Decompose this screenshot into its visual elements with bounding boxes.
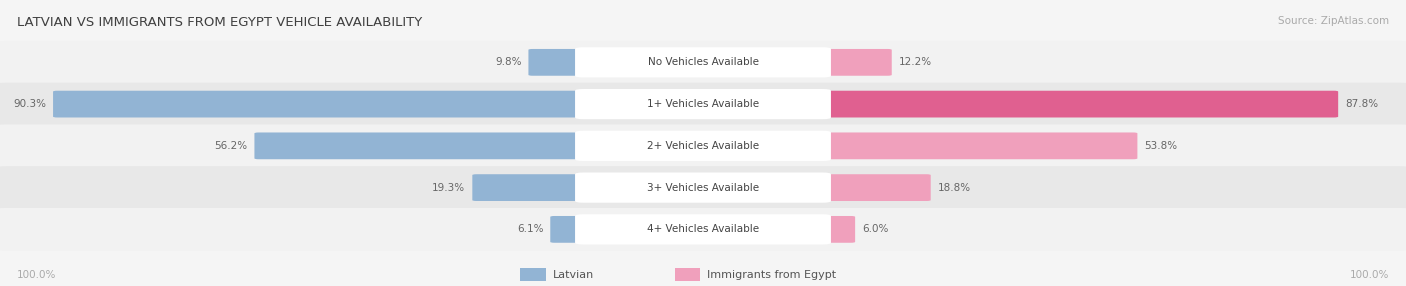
FancyBboxPatch shape xyxy=(0,124,1406,167)
FancyBboxPatch shape xyxy=(254,132,595,159)
FancyBboxPatch shape xyxy=(575,89,831,119)
FancyBboxPatch shape xyxy=(811,132,1137,159)
FancyBboxPatch shape xyxy=(811,216,855,243)
FancyBboxPatch shape xyxy=(520,268,546,281)
Text: 56.2%: 56.2% xyxy=(214,141,247,151)
FancyBboxPatch shape xyxy=(0,208,1406,251)
FancyBboxPatch shape xyxy=(675,268,700,281)
FancyBboxPatch shape xyxy=(529,49,595,76)
Text: Latvian: Latvian xyxy=(553,270,593,279)
Text: 6.0%: 6.0% xyxy=(862,225,889,234)
Text: LATVIAN VS IMMIGRANTS FROM EGYPT VEHICLE AVAILABILITY: LATVIAN VS IMMIGRANTS FROM EGYPT VEHICLE… xyxy=(17,16,422,29)
Text: 2+ Vehicles Available: 2+ Vehicles Available xyxy=(647,141,759,151)
FancyBboxPatch shape xyxy=(550,216,595,243)
Text: 18.8%: 18.8% xyxy=(938,183,972,192)
Text: Immigrants from Egypt: Immigrants from Egypt xyxy=(707,270,837,279)
FancyBboxPatch shape xyxy=(575,172,831,203)
Text: No Vehicles Available: No Vehicles Available xyxy=(648,57,758,67)
FancyBboxPatch shape xyxy=(811,91,1339,118)
FancyBboxPatch shape xyxy=(0,166,1406,209)
Text: 1+ Vehicles Available: 1+ Vehicles Available xyxy=(647,99,759,109)
Text: Source: ZipAtlas.com: Source: ZipAtlas.com xyxy=(1278,16,1389,26)
Text: 100.0%: 100.0% xyxy=(1350,270,1389,279)
Text: 19.3%: 19.3% xyxy=(432,183,465,192)
Text: 87.8%: 87.8% xyxy=(1346,99,1378,109)
Text: 100.0%: 100.0% xyxy=(17,270,56,279)
FancyBboxPatch shape xyxy=(575,47,831,78)
FancyBboxPatch shape xyxy=(575,131,831,161)
Text: 90.3%: 90.3% xyxy=(13,99,46,109)
FancyBboxPatch shape xyxy=(0,41,1406,84)
Text: 9.8%: 9.8% xyxy=(495,57,522,67)
Text: 12.2%: 12.2% xyxy=(898,57,932,67)
FancyBboxPatch shape xyxy=(811,49,891,76)
Text: 4+ Vehicles Available: 4+ Vehicles Available xyxy=(647,225,759,234)
FancyBboxPatch shape xyxy=(53,91,595,118)
FancyBboxPatch shape xyxy=(811,174,931,201)
Text: 6.1%: 6.1% xyxy=(517,225,543,234)
Text: 53.8%: 53.8% xyxy=(1144,141,1178,151)
FancyBboxPatch shape xyxy=(575,214,831,245)
Text: 3+ Vehicles Available: 3+ Vehicles Available xyxy=(647,183,759,192)
FancyBboxPatch shape xyxy=(472,174,595,201)
FancyBboxPatch shape xyxy=(0,83,1406,126)
